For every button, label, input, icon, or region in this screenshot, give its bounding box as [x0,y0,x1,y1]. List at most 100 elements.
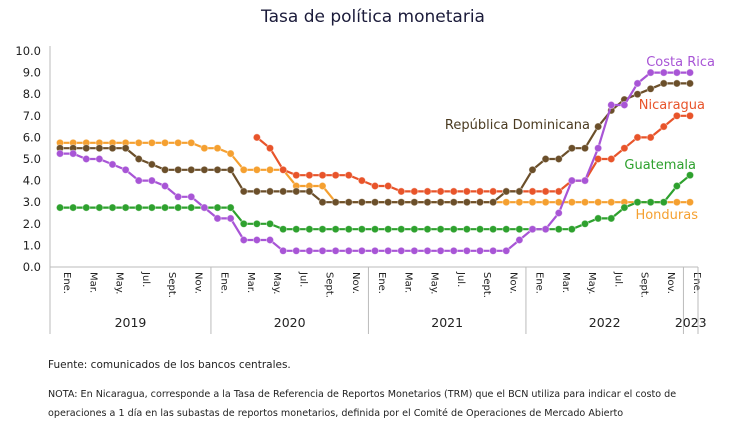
point [344,246,353,255]
point [357,225,366,234]
point [423,198,432,207]
point [82,203,91,212]
point [528,187,537,196]
point [423,225,432,234]
point [515,225,524,234]
point [121,165,130,174]
point [646,133,655,142]
point [82,154,91,163]
point [423,246,432,255]
point [318,198,327,207]
point [672,79,681,88]
point [187,192,196,201]
point [279,225,288,234]
point [502,246,511,255]
point [581,219,590,228]
point [213,214,222,223]
point [449,225,458,234]
y-tick-label: 6.0 [23,130,41,144]
point [344,171,353,180]
point [213,203,222,212]
point [475,225,484,234]
point [252,187,261,196]
series-line [256,114,690,193]
x-tick-label: Ene. [219,272,230,294]
point [489,187,498,196]
point [344,225,353,234]
point [357,198,366,207]
point [239,219,248,228]
point [541,187,550,196]
x-tick-label: May. [271,272,282,294]
y-tick-label: 10.0 [15,44,41,58]
x-tick-label: Ene. [691,272,702,294]
x-tick-label: Sept. [166,272,177,298]
point [410,187,419,196]
x-tick-label: Mar. [560,272,571,293]
point [292,225,301,234]
point [239,187,248,196]
point [528,165,537,174]
point [213,165,222,174]
x-tick-label: May. [429,272,440,294]
chart-title: Tasa de política monetaria [260,7,485,27]
point [607,154,616,163]
point [462,198,471,207]
point [305,225,314,234]
point [633,198,642,207]
point [252,235,261,244]
point [279,246,288,255]
point [528,198,537,207]
point [318,181,327,190]
year-label: 2020 [274,315,306,330]
point [541,198,550,207]
point [292,187,301,196]
point [462,246,471,255]
point [541,225,550,234]
point [489,225,498,234]
point [147,176,156,185]
point [252,133,261,142]
x-tick-label: Mar. [245,272,256,293]
point [449,198,458,207]
point [646,84,655,93]
point [410,246,419,255]
point [239,165,248,174]
series-label: Nicaragua [639,98,705,113]
point [594,214,603,223]
x-tick-label: Jul. [297,271,308,287]
point [160,138,169,147]
point [318,171,327,180]
point [226,149,235,158]
y-tick-label: 9.0 [23,66,41,80]
point [226,165,235,174]
point [357,246,366,255]
point [265,235,274,244]
point [331,246,340,255]
point [265,187,274,196]
point [160,203,169,212]
point [686,171,695,180]
x-tick-label: May. [586,272,597,294]
point [160,181,169,190]
point [95,144,104,153]
chart: Tasa de política monetaria 0.0 1.0 2.0 3.0 4… [15,7,715,334]
point [436,198,445,207]
point [633,90,642,99]
point [357,176,366,185]
point [200,203,209,212]
point [502,187,511,196]
y-tick-label: 8.0 [23,87,41,101]
point [187,203,196,212]
point [265,165,274,174]
point [659,79,668,88]
point [436,246,445,255]
point [449,187,458,196]
point [56,149,65,158]
point [174,192,183,201]
point [686,111,695,120]
point [226,214,235,223]
x-tick-label: Ene. [534,272,545,294]
point [121,203,130,212]
point [331,198,340,207]
